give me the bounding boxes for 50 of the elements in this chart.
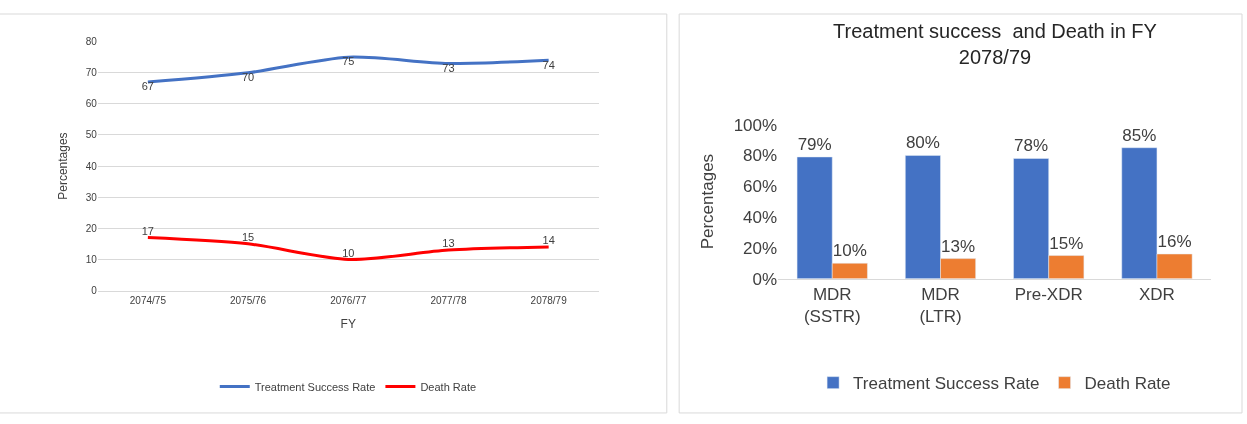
data-label: 17 — [141, 224, 154, 237]
y-tick-label: 100% — [733, 115, 778, 135]
y-tick-label: 60 — [85, 98, 98, 110]
y-tick-label: 30 — [85, 191, 98, 203]
y-tick-label: 0 — [91, 285, 98, 296]
y-tick-label: 20 — [85, 222, 98, 234]
y-tick-label: 70 — [85, 67, 98, 79]
data-label: 73 — [442, 61, 455, 74]
data-label: 85% — [1122, 125, 1157, 145]
y-tick-label: 40% — [743, 207, 778, 227]
data-label: 10% — [832, 241, 867, 261]
y-tick-label: 60% — [743, 177, 778, 197]
x-tick-label: 2078/79 — [530, 294, 568, 306]
data-label: 16% — [1157, 232, 1192, 251]
data-label: 70 — [241, 71, 255, 84]
y-tick-label: 50 — [85, 129, 98, 141]
x-tick-label: 2074/75 — [129, 294, 167, 306]
legend-label: Treatment Success Rate — [254, 380, 376, 393]
legend-label: Death Rate — [420, 380, 477, 393]
data-label: 13% — [941, 236, 976, 256]
chart-title: Treatment success and Death in FY 2078/79 — [833, 20, 1157, 68]
data-label: 14 — [542, 234, 555, 247]
data-label: 74 — [542, 58, 555, 71]
legend-label: Death Rate — [1084, 374, 1171, 394]
y-tick-label: 20% — [743, 238, 778, 258]
x-tick-label: MDR (SSTR) — [803, 285, 861, 327]
y-axis-title: Percentages — [55, 132, 70, 200]
data-label: 15% — [1049, 233, 1084, 253]
y-tick-label: 0% — [752, 269, 778, 289]
x-tick-label: 2077/78 — [430, 294, 467, 306]
x-axis-title: FY — [340, 317, 356, 332]
legend-label: Treatment Success Rate — [853, 374, 1040, 394]
data-label: 75 — [342, 55, 355, 68]
data-label: 13 — [442, 237, 455, 250]
y-tick-label: 40 — [85, 160, 98, 172]
x-tick-label: 2075/76 — [230, 294, 267, 306]
x-tick-label: XDR — [1139, 285, 1175, 305]
x-tick-label: 2076/77 — [330, 294, 367, 306]
data-label: 78% — [1014, 136, 1049, 156]
y-tick-label: 10 — [85, 253, 98, 265]
data-label: 10 — [342, 246, 355, 259]
y-tick-label: 80 — [85, 36, 98, 48]
y-axis-title: Percentages — [698, 153, 718, 250]
x-tick-label: Pre-XDR — [1014, 285, 1083, 305]
data-label: 15 — [241, 231, 255, 244]
data-label: 80% — [905, 133, 940, 153]
data-label: 67 — [141, 80, 154, 93]
y-tick-label: 80% — [743, 146, 778, 166]
data-label: 79% — [797, 134, 832, 154]
x-tick-label: MDR (LTR) — [919, 285, 962, 327]
